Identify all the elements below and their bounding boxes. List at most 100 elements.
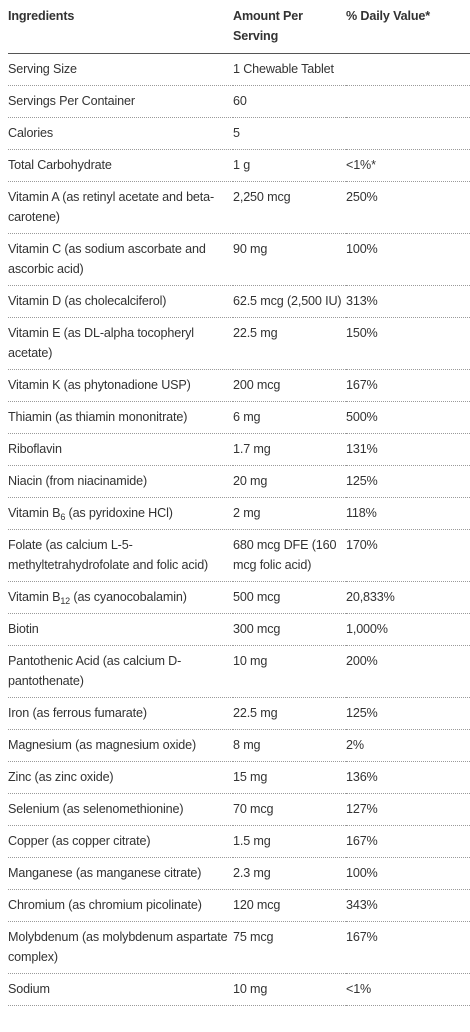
- header-row: Ingredients Amount Per Serving% Daily Val…: [8, 0, 470, 54]
- table-cell: Manganese (as manganese citrate): [8, 857, 233, 890]
- table-row: Molybdenum (as molybdenum aspartate comp…: [8, 921, 470, 974]
- table-row: Biotin 300 mcg 1,000%: [8, 613, 470, 646]
- table-cell: Selenium (as selenomethionine): [8, 793, 233, 826]
- table-cell: 100%: [346, 857, 470, 890]
- table-cell: <1%: [346, 973, 470, 1006]
- cell-text: (as pyridoxine HCl): [65, 506, 173, 520]
- table-cell: 1.5 mg: [233, 825, 346, 858]
- table-row: Selenium (as selenomethionine) 70 mcg 127%: [8, 793, 470, 826]
- table-cell: 10 mg: [233, 645, 346, 698]
- table-row: Vitamin K (as phytonadione USP) 200 mcg 16…: [8, 369, 470, 402]
- table-cell: 62.5 mcg (2,500 IU): [233, 285, 346, 318]
- header-cell: Ingredients: [8, 0, 233, 54]
- table-row: Iron (as ferrous fumarate) 22.5 mg 125%: [8, 697, 470, 730]
- table-cell: Vitamin D (as cholecalciferol): [8, 285, 233, 318]
- table-cell: 127%: [346, 793, 470, 826]
- table-cell: 200%: [346, 645, 470, 698]
- table-row: Folate (as calcium L-5-methyltetrahydrof…: [8, 529, 470, 582]
- table-cell: 22.5 mg: [233, 697, 346, 730]
- table-cell: 1.7 mg: [233, 433, 346, 466]
- table-row: Niacin (from niacinamide) 20 mg 125%: [8, 465, 470, 498]
- table-row: Zinc (as zinc oxide) 15 mg 136%: [8, 761, 470, 794]
- table-row: Calories 5: [8, 117, 470, 150]
- table-cell: 2 mg: [233, 497, 346, 530]
- table-cell: Magnesium (as magnesium oxide): [8, 729, 233, 762]
- table-cell: 120 mcg: [233, 889, 346, 922]
- table-cell: 250%: [346, 181, 470, 234]
- table-cell: 2%: [346, 729, 470, 762]
- table-row: Magnesium (as magnesium oxide) 8 mg 2%: [8, 729, 470, 762]
- table-cell: Vitamin K (as phytonadione USP): [8, 369, 233, 402]
- table-cell: 343%: [346, 889, 470, 922]
- table-cell: 125%: [346, 465, 470, 498]
- table-cell: 70 mcg: [233, 793, 346, 826]
- cell-text: Vitamin B: [8, 590, 61, 604]
- table-cell: 313%: [346, 285, 470, 318]
- table-cell: 300 mcg: [233, 613, 346, 646]
- table-cell: Pantothenic Acid (as calcium D-pantothen…: [8, 645, 233, 698]
- table-cell: Serving Size: [8, 53, 233, 86]
- table-row: Vitamin E (as DL-alpha tocopheryl acetat…: [8, 317, 470, 370]
- table-cell: Vitamin B12 (as cyanocobalamin): [8, 581, 233, 614]
- table-cell: 100%: [346, 233, 470, 286]
- table-cell: 167%: [346, 921, 470, 974]
- table-cell: [346, 117, 470, 150]
- subscript: 12: [60, 596, 71, 606]
- table-cell: 20 mg: [233, 465, 346, 498]
- table-row: Vitamin B6 (as pyridoxine HCl) 2 mg 118%: [8, 497, 470, 530]
- table-row: Chromium (as chromium picolinate) 120 mcg…: [8, 889, 470, 922]
- table-cell: 1 g: [233, 149, 346, 182]
- header-cell: Amount Per Serving: [233, 0, 346, 54]
- table-cell: Niacin (from niacinamide): [8, 465, 233, 498]
- table-cell: 200 mcg: [233, 369, 346, 402]
- table-cell: Thiamin (as thiamin mononitrate): [8, 401, 233, 434]
- table-cell: Vitamin E (as DL-alpha tocopheryl acetat…: [8, 317, 233, 370]
- table-row: Copper (as copper citrate) 1.5 mg 167%: [8, 825, 470, 858]
- table-cell: 1 Chewable Tablet: [233, 53, 346, 86]
- table-cell: [346, 85, 470, 118]
- table-cell: Calories: [8, 117, 233, 150]
- table-cell: 118%: [346, 497, 470, 530]
- table-cell: Zinc (as zinc oxide): [8, 761, 233, 794]
- table-row: Servings Per Container 60: [8, 85, 470, 118]
- table-cell: 2,250 mcg: [233, 181, 346, 234]
- table-cell: <1%*: [346, 149, 470, 182]
- table-cell: Molybdenum (as molybdenum aspartate comp…: [8, 921, 233, 974]
- table-row: Serving Size 1 Chewable Tablet: [8, 53, 470, 86]
- table-cell: Riboflavin: [8, 433, 233, 466]
- table-cell: 90 mg: [233, 233, 346, 286]
- table-row: Pantothenic Acid (as calcium D-pantothen…: [8, 645, 470, 698]
- cell-text: (as cyanocobalamin): [70, 590, 187, 604]
- table-row: Vitamin B12 (as cyanocobalamin) 500 mcg 20…: [8, 581, 470, 614]
- table-cell: Copper (as copper citrate): [8, 825, 233, 858]
- table-row: Vitamin A (as retinyl acetate and beta-c…: [8, 181, 470, 234]
- table-cell: 131%: [346, 433, 470, 466]
- table-cell: 500 mcg: [233, 581, 346, 614]
- table-row: Vitamin D (as cholecalciferol) 62.5 mcg (…: [8, 285, 470, 318]
- table-cell: 8 mg: [233, 729, 346, 762]
- table-cell: Chromium (as chromium picolinate): [8, 889, 233, 922]
- table-cell: 167%: [346, 369, 470, 402]
- table-cell: 5: [233, 117, 346, 150]
- table-cell: [346, 53, 470, 86]
- table-row: Vitamin C (as sodium ascorbate and ascor…: [8, 233, 470, 286]
- nutrition-table: Ingredients Amount Per Serving% Daily Val…: [8, 0, 470, 1006]
- table-cell: Vitamin A (as retinyl acetate and beta-c…: [8, 181, 233, 234]
- table-cell: 1,000%: [346, 613, 470, 646]
- table-cell: 170%: [346, 529, 470, 582]
- table-cell: Vitamin B6 (as pyridoxine HCl): [8, 497, 233, 530]
- table-cell: 500%: [346, 401, 470, 434]
- table-cell: Folate (as calcium L-5-methyltetrahydrof…: [8, 529, 233, 582]
- table-row: Total Carbohydrate 1 g <1%*: [8, 149, 470, 182]
- table-row: Manganese (as manganese citrate) 2.3 mg 10…: [8, 857, 470, 890]
- table-cell: 75 mcg: [233, 921, 346, 974]
- table-row: Thiamin (as thiamin mononitrate) 6 mg 500%: [8, 401, 470, 434]
- table-cell: 125%: [346, 697, 470, 730]
- subscript: 6: [60, 512, 66, 522]
- table-header: Ingredients Amount Per Serving% Daily Val…: [8, 0, 470, 54]
- table-cell: Sodium: [8, 973, 233, 1006]
- table-cell: 167%: [346, 825, 470, 858]
- table-cell: 6 mg: [233, 401, 346, 434]
- table-cell: Servings Per Container: [8, 85, 233, 118]
